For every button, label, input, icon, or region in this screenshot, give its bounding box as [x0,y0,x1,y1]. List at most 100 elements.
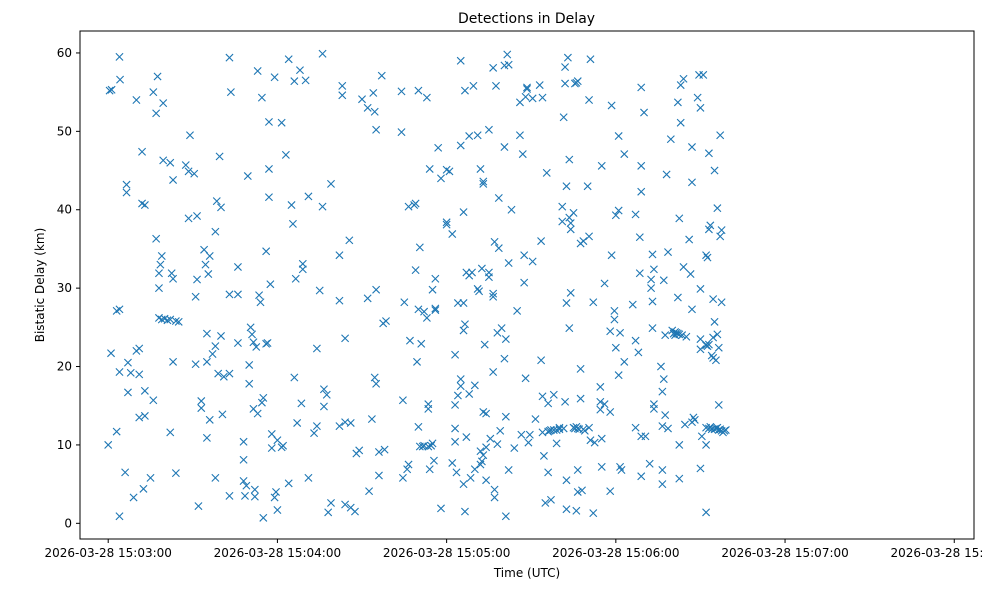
data-point [565,324,574,333]
data-point [675,330,684,339]
data-point [658,422,667,431]
data-point [709,333,718,342]
data-point [538,93,547,102]
data-point [431,274,440,283]
data-point [661,331,670,340]
data-point [685,235,694,244]
data-point [149,88,158,97]
data-point [558,217,567,226]
data-point [319,402,328,411]
data-point [372,379,381,388]
data-point [171,317,180,326]
data-point [518,150,527,159]
data-point [424,404,433,413]
data-point [576,394,585,403]
data-point [452,468,461,477]
data-point [212,197,221,206]
data-point [115,512,124,521]
data-point [706,422,715,431]
data-point [597,462,606,471]
data-point [445,167,454,176]
data-point [380,445,389,454]
data-point [335,296,344,305]
data-point [468,268,476,277]
data-point [711,356,720,365]
data-point [448,458,457,467]
data-point [687,178,696,187]
data-point [489,368,498,377]
data-point [225,290,234,299]
data-point [520,251,529,260]
data-point [129,493,138,502]
data-point [510,444,519,453]
data-point [696,464,705,473]
data-point [645,459,654,468]
plot-area: 2026-03-28 15:03:00 2026-03-28 15:04:00 20… [44,30,983,560]
data-point [637,83,646,92]
axes-frame [79,30,975,540]
data-point [637,472,646,481]
data-point [693,93,702,102]
data-point [494,193,503,202]
data-point [341,334,350,343]
data-point [647,284,656,293]
data-point [544,399,553,408]
data-point [240,491,249,500]
data-point [585,423,594,432]
data-point [696,103,705,112]
data-point [647,275,656,284]
data-point [250,485,259,494]
data-point [493,440,502,449]
data-point [482,409,491,418]
data-point [537,356,546,365]
data-point [190,169,199,178]
x-axis-ticks: 2026-03-28 15:03:00 2026-03-28 15:04:00 20… [44,539,983,560]
data-point [620,357,629,366]
data-point [596,382,605,391]
data-point [249,338,258,347]
x-tick-label: 2026-03-28 15:07:00 [721,546,848,560]
data-point [531,415,540,424]
data-point [427,441,436,450]
data-point [614,132,623,141]
data-point [521,374,530,383]
data-point [431,304,440,313]
data-point [245,379,254,388]
data-point [297,399,306,408]
data-point [281,150,290,159]
data-point [205,415,214,424]
data-point [197,404,206,413]
data-point [171,469,180,478]
data-point [273,506,282,514]
data-point [370,107,379,116]
data-point [140,201,149,210]
data-point [107,349,116,358]
data-point [524,438,533,447]
data-point [573,466,582,475]
data-point [585,95,594,104]
data-point [659,375,668,384]
data-point [284,55,293,64]
data-point [372,285,381,294]
data-point [157,252,166,260]
data-point [558,202,567,211]
data-point [279,441,288,450]
data-point [403,465,412,474]
data-point [501,335,510,344]
data-point [153,72,162,81]
data-point [428,439,437,448]
data-point [546,495,555,504]
data-point [453,299,462,308]
data-point [473,131,482,140]
data-point [105,86,114,95]
data-point [414,305,423,314]
data-point [415,243,424,252]
data-point [327,179,335,188]
data-point [678,331,687,340]
data-point [486,434,495,443]
data-point [648,297,657,306]
data-point [562,505,571,514]
data-point [239,437,248,446]
data-point [549,390,558,399]
data-point [267,444,276,453]
